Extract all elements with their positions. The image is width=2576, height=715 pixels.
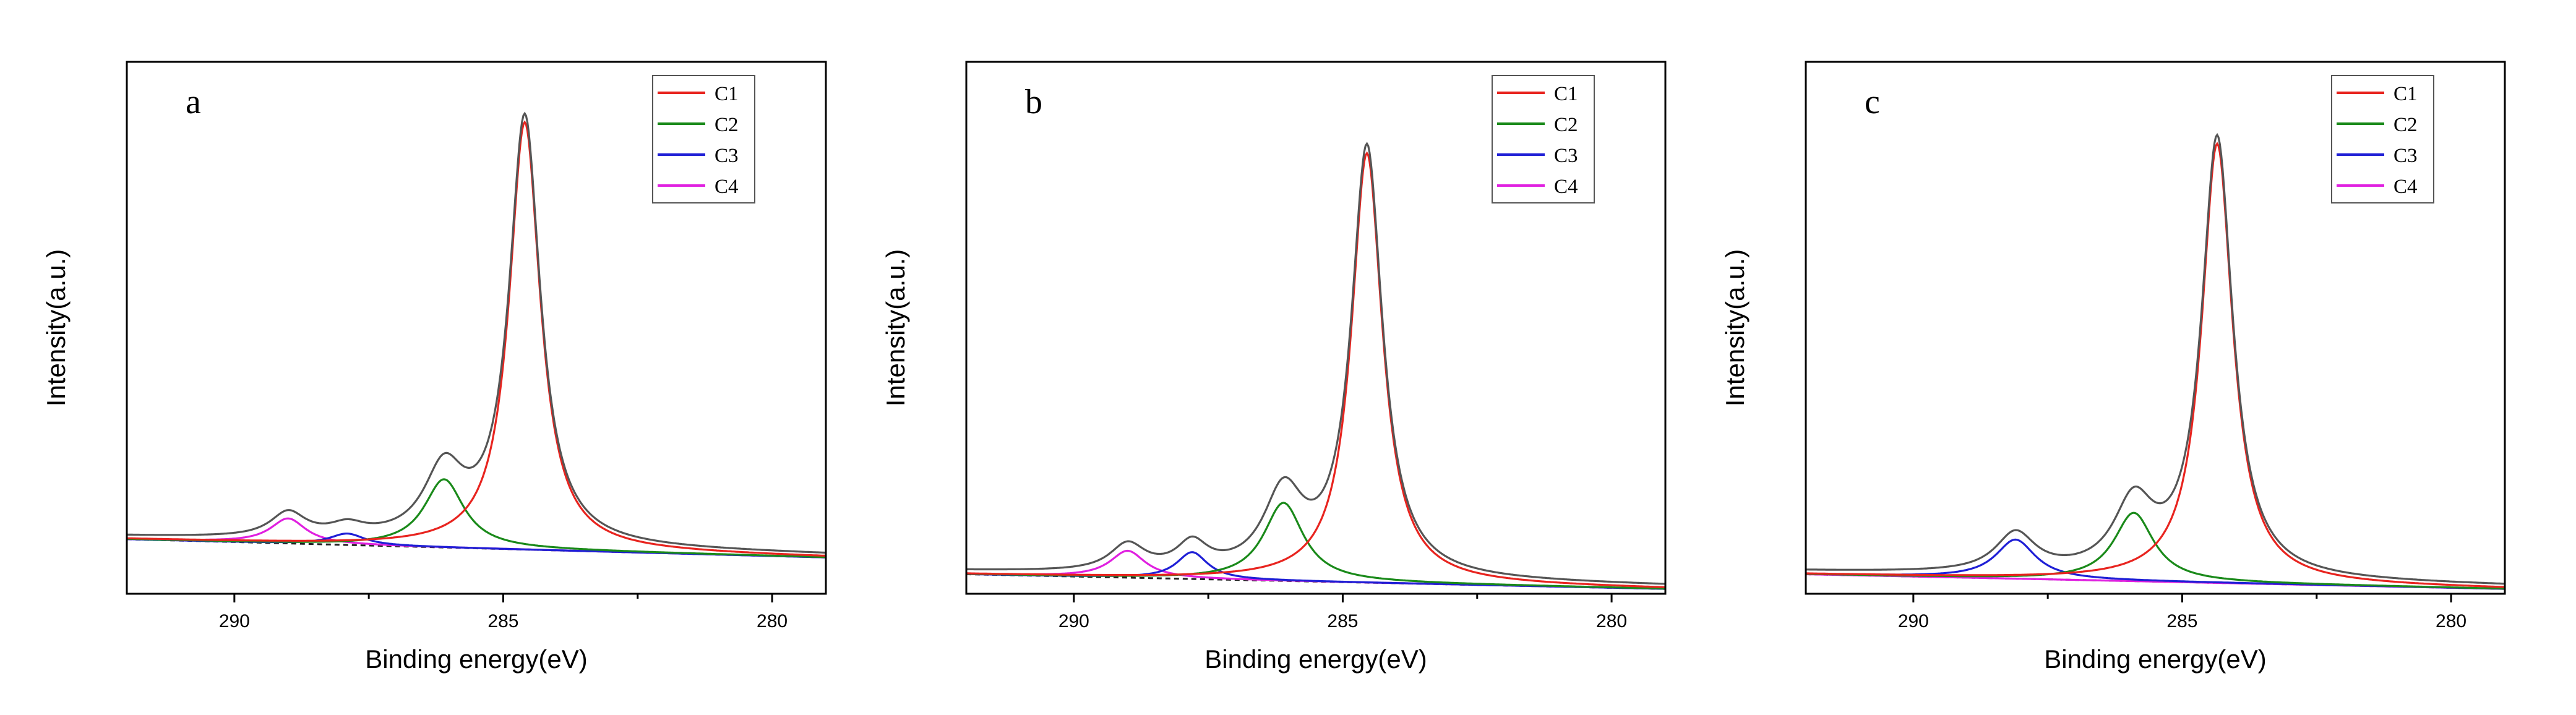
legend: C1 C2 C3 C4 — [2331, 75, 2434, 203]
plot-area — [966, 142, 1665, 590]
legend-box — [2331, 75, 2434, 203]
legend-label-c1: C1 — [1554, 83, 1578, 105]
legend-label-c2: C2 — [715, 114, 739, 136]
panel-label: a — [186, 83, 201, 121]
x-tick-label: 280 — [2436, 611, 2467, 632]
x-tick-label: 280 — [757, 611, 788, 632]
x-axis-title: Binding energy(eV) — [1204, 644, 1427, 674]
x-axis-title: Binding energy(eV) — [365, 644, 588, 674]
legend-label-c2: C2 — [1554, 114, 1578, 136]
legend-box — [652, 75, 755, 203]
panel-label: c — [1865, 83, 1880, 121]
legend-label-c3: C3 — [715, 145, 739, 167]
envelope-line — [1806, 133, 2505, 585]
x-axis-title: Binding energy(eV) — [2044, 644, 2267, 674]
x-tick-label: 280 — [1596, 611, 1627, 632]
legend-label-c3: C3 — [1554, 145, 1578, 167]
envelope-line — [966, 142, 1665, 585]
legend-label-c3: C3 — [2394, 145, 2418, 167]
legend: C1 C2 C3 C4 — [1492, 75, 1595, 203]
x-tick-label: 285 — [487, 611, 518, 632]
y-axis-title: Intensity(a.u.) — [881, 249, 910, 406]
envelope-line — [127, 111, 826, 554]
legend-label-c2: C2 — [2394, 114, 2418, 136]
series-line-c1 — [1806, 142, 2505, 588]
chart-panel-a: 290 285 280 Binding energy(eV) Intensity(a.u… — [41, 61, 827, 674]
plot-area — [1806, 133, 2505, 590]
legend-label-c4: C4 — [715, 176, 739, 198]
legend: C1 C2 C3 C4 — [652, 75, 755, 203]
legend-box — [1492, 75, 1595, 203]
x-tick-label: 285 — [2166, 611, 2197, 632]
legend-label-c1: C1 — [715, 83, 739, 105]
legend-label-c1: C1 — [2394, 83, 2418, 105]
legend-label-c4: C4 — [1554, 176, 1578, 198]
chart-panel-c: 290 285 280 Binding energy(eV) Intensity(a.u… — [1720, 61, 2506, 674]
plot-frame — [1805, 61, 2506, 595]
x-tick-label: 290 — [219, 611, 250, 632]
x-tick-label: 285 — [1327, 611, 1358, 632]
plot-frame — [126, 61, 827, 595]
plot-area — [127, 111, 826, 559]
y-axis-title: Intensity(a.u.) — [1720, 249, 1750, 406]
x-tick-label: 290 — [1058, 611, 1089, 632]
y-axis-title: Intensity(a.u.) — [41, 249, 71, 406]
legend-label-c4: C4 — [2394, 176, 2418, 198]
chart-panel-b: 290 285 280 Binding energy(eV) Intensity(a.u… — [881, 61, 1667, 674]
x-tick-label: 290 — [1898, 611, 1929, 632]
panel-label: b — [1025, 83, 1042, 121]
series-line-c1 — [127, 120, 826, 557]
plot-frame — [965, 61, 1667, 595]
series-line-c1 — [966, 151, 1665, 588]
